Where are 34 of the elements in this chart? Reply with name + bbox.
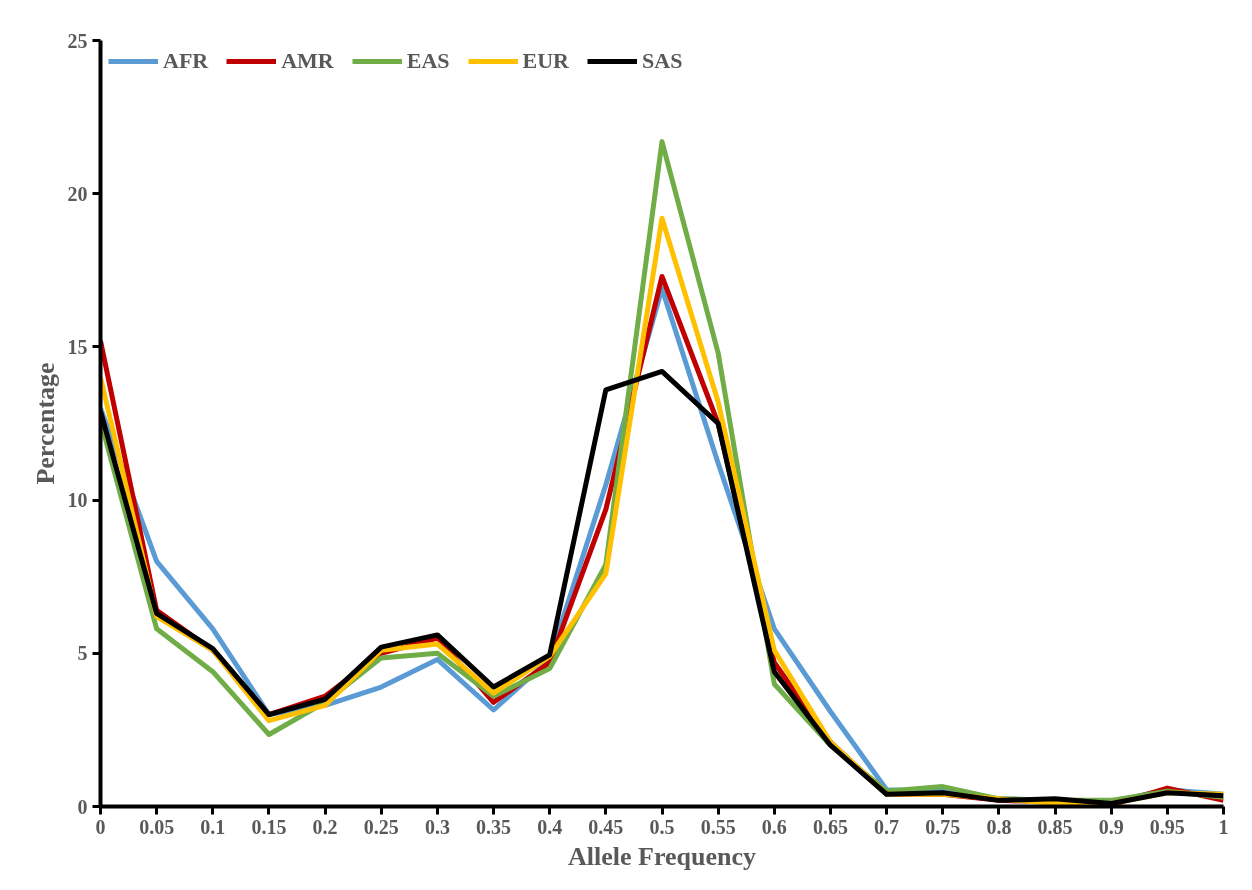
y-tick-label: 5 [77,642,88,665]
x-tick-label: 0.1 [200,815,226,838]
x-tick-label: 0.8 [986,815,1012,838]
x-axis-title: Allele Frequency [568,841,756,871]
x-tick-label: 0.75 [925,815,961,838]
legend-label: AMR [281,48,334,74]
y-tick-label: 25 [67,29,88,52]
x-tick-label: 0.4 [537,815,563,838]
x-tick-label: 0.6 [761,815,787,838]
x-tick-label: 0.65 [812,815,848,838]
x-tick-label: 0.45 [588,815,624,838]
x-tick-label: 0.35 [476,815,512,838]
legend-label: AFR [163,48,209,74]
x-tick-label: 0.7 [874,815,900,838]
legend-label: EUR [522,48,570,74]
x-tick-label: 0.05 [139,815,175,838]
y-tick-label: 0 [77,795,88,818]
y-tick-label: 15 [67,335,88,358]
y-axis-title: Percentage [30,362,60,485]
x-tick-label: 0.9 [1098,815,1124,838]
legend-label: EAS [406,48,450,74]
x-tick-label: 0.25 [363,815,399,838]
x-tick-label: 0.2 [312,815,338,838]
x-tick-label: 0.55 [700,815,736,838]
x-tick-label: 0.3 [424,815,450,838]
x-tick-label: 0.85 [1037,815,1073,838]
legend-label: SAS [642,48,683,74]
x-tick-label: 1 [1218,815,1229,838]
y-tick-label: 10 [67,489,88,512]
x-tick-label: 0.5 [649,815,675,838]
y-tick-label: 20 [67,182,88,205]
x-tick-label: 0.15 [251,815,287,838]
x-tick-label: 0 [95,815,106,838]
x-tick-label: 0.95 [1149,815,1185,838]
